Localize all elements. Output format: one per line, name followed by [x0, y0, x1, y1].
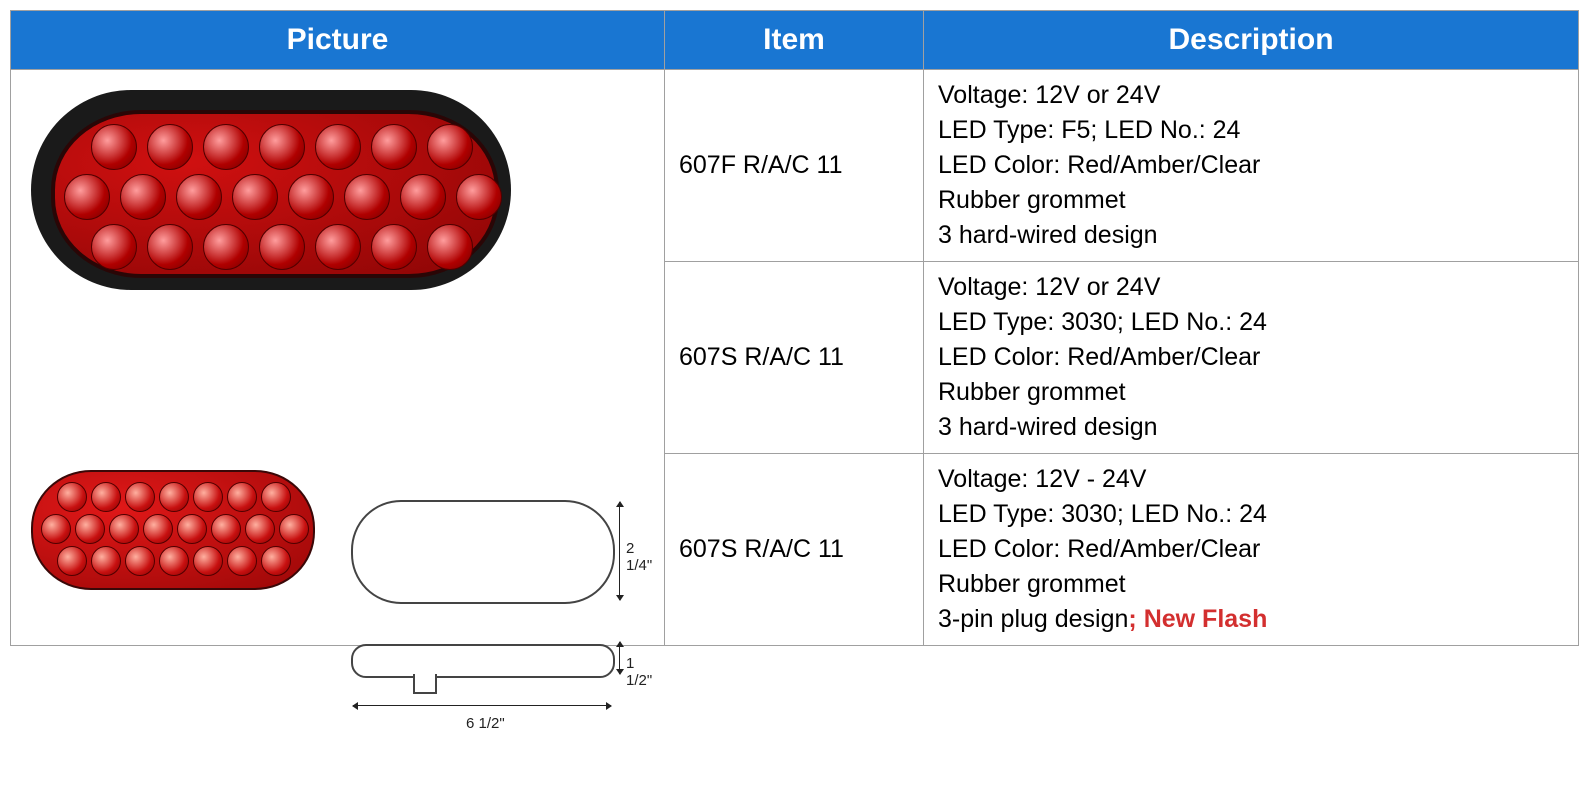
desc-line: Rubber grommet	[938, 375, 1564, 410]
header-item: Item	[665, 11, 924, 70]
item-code: 607S R/A/C 11	[665, 262, 924, 454]
desc-highlight: ; New Flash	[1128, 605, 1267, 633]
desc-line: LED Type: F5; LED No.: 24	[938, 113, 1564, 148]
desc-line: LED Color: Red/Amber/Clear	[938, 340, 1564, 375]
dim-height-side: 1 1/2"	[626, 655, 661, 689]
product-table: Picture Item Description	[10, 10, 1579, 646]
desc-line: LED Color: Red/Amber/Clear	[938, 148, 1564, 183]
header-picture: Picture	[11, 11, 665, 70]
desc-line: LED Color: Red/Amber/Clear	[938, 532, 1564, 567]
picture-cell: 2 1/4" 1 1/2" 6 1/2"	[11, 70, 665, 646]
desc-line: 3 hard-wired design	[938, 410, 1564, 445]
desc-line: Voltage: 12V - 24V	[938, 462, 1564, 497]
table-row: 2 1/4" 1 1/2" 6 1/2" 607F R/A/C 11 Volta…	[11, 70, 1579, 262]
description-cell: Voltage: 12V or 24V LED Type: 3030; LED …	[924, 262, 1579, 454]
dimension-diagram-icon: 2 1/4" 1 1/2" 6 1/2"	[351, 500, 661, 678]
description-cell: Voltage: 12V or 24V LED Type: F5; LED No…	[924, 70, 1579, 262]
desc-line: 3-pin plug design; New Flash	[938, 602, 1564, 637]
desc-line: Rubber grommet	[938, 567, 1564, 602]
desc-line: Voltage: 12V or 24V	[938, 78, 1564, 113]
desc-line: Voltage: 12V or 24V	[938, 270, 1564, 305]
header-description: Description	[924, 11, 1579, 70]
dim-height-top: 2 1/4"	[626, 540, 661, 574]
table-header-row: Picture Item Description	[11, 11, 1579, 70]
desc-line: 3 hard-wired design	[938, 218, 1564, 253]
led-light-small-icon	[31, 470, 311, 586]
item-code: 607F R/A/C 11	[665, 70, 924, 262]
dim-width: 6 1/2"	[466, 715, 505, 732]
desc-line: LED Type: 3030; LED No.: 24	[938, 305, 1564, 340]
led-light-large-icon	[31, 90, 511, 290]
desc-text: 3-pin plug design	[938, 605, 1128, 633]
description-cell: Voltage: 12V - 24V LED Type: 3030; LED N…	[924, 454, 1579, 646]
desc-line: Rubber grommet	[938, 183, 1564, 218]
desc-line: LED Type: 3030; LED No.: 24	[938, 497, 1564, 532]
item-code: 607S R/A/C 11	[665, 454, 924, 646]
